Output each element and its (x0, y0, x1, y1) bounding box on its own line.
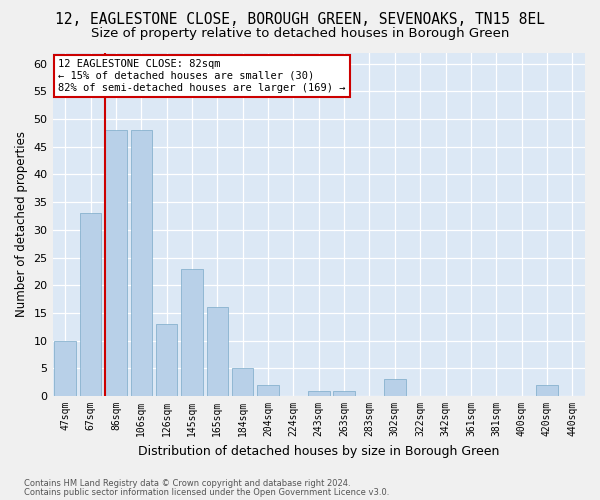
Bar (181, 268, 203, 396)
Bar (131, 130, 152, 396)
Bar (232, 368, 253, 396)
Bar (308, 390, 329, 396)
Text: Size of property relative to detached houses in Borough Green: Size of property relative to detached ho… (91, 28, 509, 40)
Bar (257, 385, 279, 396)
Y-axis label: Number of detached properties: Number of detached properties (15, 132, 28, 318)
Text: Contains public sector information licensed under the Open Government Licence v3: Contains public sector information licen… (24, 488, 389, 497)
Bar (536, 385, 558, 396)
Text: 12 EAGLESTONE CLOSE: 82sqm
← 15% of detached houses are smaller (30)
82% of semi: 12 EAGLESTONE CLOSE: 82sqm ← 15% of deta… (58, 60, 346, 92)
Bar (206, 308, 228, 396)
Bar (80, 213, 101, 396)
Text: Contains HM Land Registry data © Crown copyright and database right 2024.: Contains HM Land Registry data © Crown c… (24, 479, 350, 488)
Bar (384, 380, 406, 396)
Text: 12, EAGLESTONE CLOSE, BOROUGH GREEN, SEVENOAKS, TN15 8EL: 12, EAGLESTONE CLOSE, BOROUGH GREEN, SEV… (55, 12, 545, 28)
Bar (334, 390, 355, 396)
Bar (105, 130, 127, 396)
Bar (55, 340, 76, 396)
Bar (156, 324, 178, 396)
X-axis label: Distribution of detached houses by size in Borough Green: Distribution of detached houses by size … (138, 444, 499, 458)
